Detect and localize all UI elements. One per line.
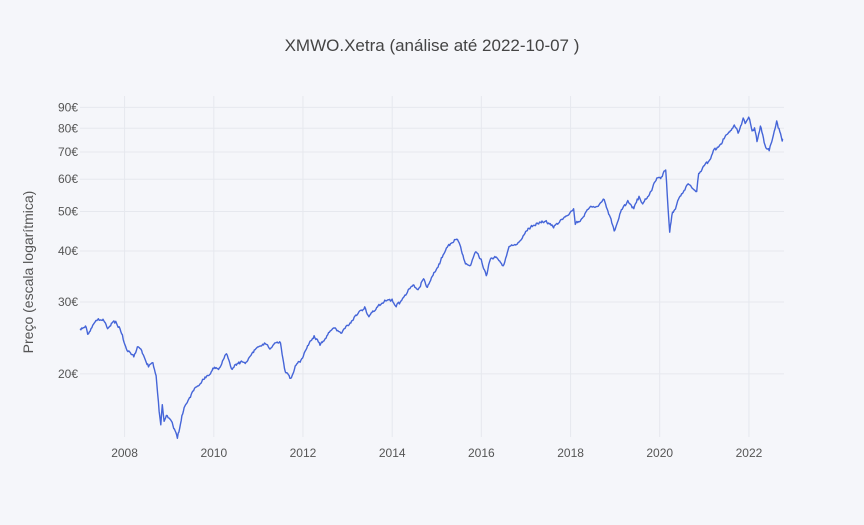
x-tick-2020: 2020	[646, 446, 673, 460]
y-tick-labels: 20€ 30€ 40€ 50€ 60€ 70€ 80€ 90€	[58, 100, 78, 380]
y-tick-30: 30€	[58, 295, 78, 309]
plot-area	[79, 116, 784, 439]
x-gridlines	[124, 96, 750, 437]
x-tick-2010: 2010	[200, 446, 227, 460]
y-tick-70: 70€	[58, 145, 78, 159]
x-tick-2012: 2012	[290, 446, 317, 460]
y-tick-80: 80€	[58, 121, 78, 135]
y-tick-40: 40€	[58, 244, 78, 258]
x-tick-2014: 2014	[379, 446, 406, 460]
y-tick-90: 90€	[58, 100, 78, 114]
x-tick-labels: 2008 2010 2012 2014 2016 2018 2020 2022	[111, 446, 762, 460]
x-tick-2008: 2008	[111, 446, 138, 460]
x-tick-2018: 2018	[557, 446, 584, 460]
y-tick-50: 50€	[58, 205, 78, 219]
x-tick-2022: 2022	[736, 446, 763, 460]
price-series-line-0	[79, 116, 784, 439]
chart-title: XMWO.Xetra (análise até 2022-10-07 )	[285, 36, 580, 55]
y-axis-label: Preço (escala logarítmica)	[20, 191, 36, 354]
y-tick-60: 60€	[58, 172, 78, 186]
y-tick-20: 20€	[58, 367, 78, 381]
x-tick-2016: 2016	[468, 446, 495, 460]
y-gridlines	[80, 106, 784, 375]
